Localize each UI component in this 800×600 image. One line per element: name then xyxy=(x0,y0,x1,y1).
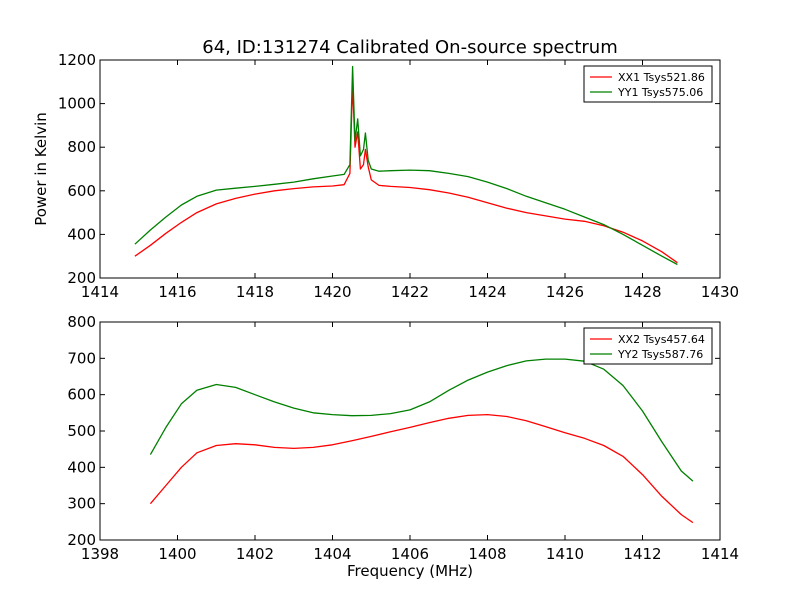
y-tick-label: 200 xyxy=(67,531,96,549)
top-panel: 1414 1416 1418 1420 1422 1424 1426 1428 1430 200 4… xyxy=(32,51,739,301)
series-line-yy2 xyxy=(149,358,694,482)
y-tick-label: 600 xyxy=(67,386,96,404)
x-tick-label: 1428 xyxy=(623,283,661,301)
x-tick-label: 1398 xyxy=(81,545,119,563)
x-tick-label: 1414 xyxy=(701,545,739,563)
y-tick-label: 700 xyxy=(67,349,96,367)
x-axis-label: Frequency (MHz) xyxy=(347,562,473,580)
x-tick-label: 1402 xyxy=(236,545,274,563)
y-axis-label: Power in Kelvin xyxy=(32,112,50,226)
y-tick-label: 1000 xyxy=(58,95,96,113)
y-tick-label: 300 xyxy=(67,495,96,513)
x-tick-label: 1410 xyxy=(546,545,584,563)
x-tick-label: 1430 xyxy=(701,283,739,301)
legend: XX1 Tsys521.86 YY1 Tsys575.06 xyxy=(583,65,713,103)
legend-entry: XX2 Tsys457.64 xyxy=(618,333,705,346)
figure-title: 64, ID:131274 Calibrated On-source spect… xyxy=(202,37,618,58)
x-tick-label: 1412 xyxy=(623,545,661,563)
x-tick-label: 1408 xyxy=(468,545,506,563)
y-tick-label: 800 xyxy=(67,138,96,156)
x-tick-label: 1426 xyxy=(546,283,584,301)
y-tick-label: 400 xyxy=(67,458,96,476)
series-line-yy1 xyxy=(134,65,678,266)
y-tick-label: 200 xyxy=(67,269,96,287)
legend-entry: YY1 Tsys575.06 xyxy=(617,86,703,99)
legend-entry: YY2 Tsys587.76 xyxy=(617,348,703,361)
x-tick-label: 1416 xyxy=(158,283,196,301)
y-tick-label: 1200 xyxy=(58,51,96,69)
series-line-xx2 xyxy=(149,413,694,524)
x-tick-label: 1400 xyxy=(158,545,196,563)
x-tick-label: 1424 xyxy=(468,283,506,301)
legend: XX2 Tsys457.64 YY2 Tsys587.76 xyxy=(583,327,713,365)
legend-box xyxy=(583,65,713,103)
legend-box xyxy=(583,327,713,365)
x-tick-label: 1420 xyxy=(313,283,351,301)
x-tick-label: 1422 xyxy=(391,283,429,301)
x-tick-label: 1406 xyxy=(391,545,429,563)
y-tick-label: 400 xyxy=(67,225,96,243)
series-line-xx1 xyxy=(134,83,678,264)
x-tick-label: 1414 xyxy=(81,283,119,301)
legend-entry: XX1 Tsys521.86 xyxy=(618,71,705,84)
y-tick-label: 800 xyxy=(67,313,96,331)
y-tick-label: 500 xyxy=(67,422,96,440)
y-tick-label: 600 xyxy=(67,182,96,200)
bottom-panel: 1398 1400 1402 1404 1406 1408 1410 1412 1414 200 3… xyxy=(67,313,739,580)
x-tick-label: 1404 xyxy=(313,545,351,563)
x-tick-label: 1418 xyxy=(236,283,274,301)
